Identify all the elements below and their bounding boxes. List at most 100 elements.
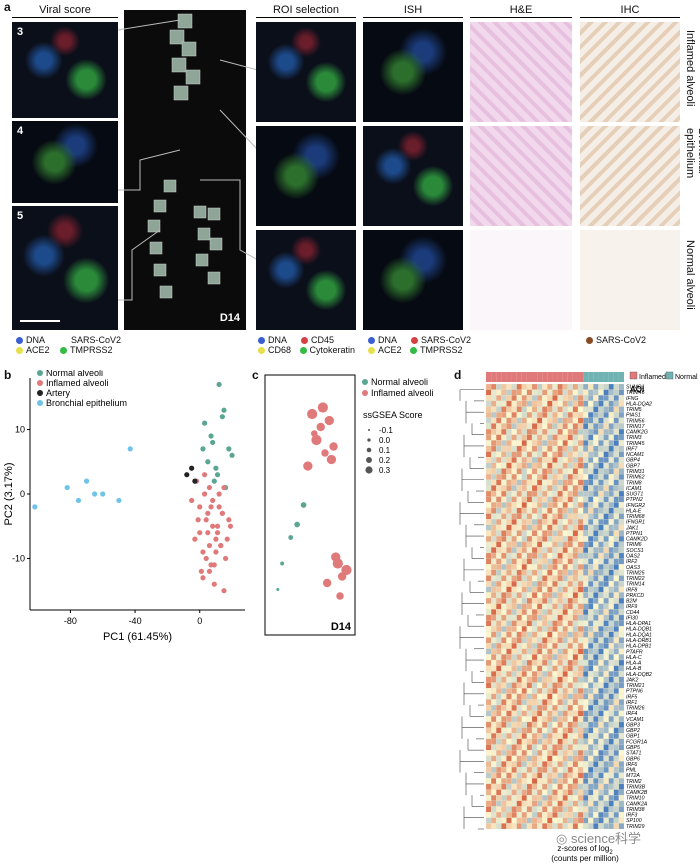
heatmap-cell — [526, 704, 533, 711]
heatmap-cell — [537, 524, 543, 531]
heatmap-cell — [516, 800, 522, 807]
heatmap-cell — [603, 564, 609, 570]
heatmap-cell — [567, 496, 573, 503]
heatmap-cell — [511, 507, 517, 514]
panel-c-letter: c — [252, 368, 259, 382]
heatmap-cell — [506, 474, 512, 480]
heatmap-cell — [531, 490, 538, 497]
heatmap-cell — [516, 389, 522, 396]
heatmap-cell — [537, 513, 543, 520]
heatmap-cell — [618, 620, 625, 627]
heatmap-cell — [501, 389, 507, 396]
heatmap-cell — [531, 631, 538, 638]
data-point — [221, 588, 227, 594]
heatmap-cell — [608, 586, 614, 593]
heatmap-cell — [562, 400, 568, 407]
heatmap-cell — [577, 789, 584, 796]
heatmap-cell — [542, 395, 548, 401]
heatmap-cell — [506, 502, 512, 509]
heatmap-cell — [552, 490, 558, 497]
data-point — [227, 523, 234, 529]
heatmap-cell — [501, 766, 507, 773]
heatmap-cell — [608, 755, 614, 762]
heatmap-cell — [511, 485, 517, 492]
heatmap-cell — [593, 541, 599, 548]
heatmap-cell — [593, 417, 599, 424]
heatmap-cell — [511, 592, 517, 599]
heatmap-cell — [572, 659, 579, 666]
heatmap-cell — [542, 704, 548, 711]
row-label-inflamed: Inflamed alveoli — [684, 30, 696, 107]
heatmap-cell — [613, 609, 619, 616]
heatmap-cell — [526, 733, 533, 739]
heatmap-cell — [542, 524, 548, 531]
heatmap-cell — [593, 564, 599, 570]
heatmap-cell — [562, 766, 568, 773]
heatmap-cell — [567, 693, 573, 700]
heatmap-cell — [511, 766, 517, 773]
heatmap-cell — [608, 592, 614, 599]
heatmap-cell — [552, 547, 558, 554]
heatmap-cell — [485, 440, 492, 447]
heatmap-cell — [613, 547, 619, 554]
heatmap-cell — [547, 406, 553, 413]
heatmap-cell — [588, 468, 594, 475]
data-point — [203, 517, 209, 523]
heatmap-cell — [531, 637, 538, 644]
heatmap-cell — [491, 445, 497, 452]
heatmap-cell — [501, 643, 507, 649]
heatmap-cell — [552, 806, 558, 813]
heatmap-cell — [593, 744, 599, 751]
heatmap-cell — [547, 614, 553, 621]
heatmap-cell — [485, 412, 492, 418]
heatmap-cell — [511, 704, 517, 711]
heatmap-cell — [547, 389, 553, 396]
heatmap-cell — [613, 682, 619, 689]
heatmap-cell — [583, 530, 589, 537]
heatmap-cell — [567, 592, 573, 599]
heatmap-cell — [542, 733, 548, 739]
heatmap-cell — [547, 817, 553, 824]
heatmap-cell — [521, 479, 527, 486]
heatmap-cell — [608, 682, 614, 689]
heatmap-cell — [603, 800, 609, 807]
heatmap-cell — [613, 417, 619, 424]
heatmap-cell — [593, 659, 599, 666]
heatmap-cell — [567, 558, 573, 565]
heatmap-cell — [531, 806, 538, 813]
heatmap-cell — [552, 609, 558, 616]
size-legend-label: 0.1 — [379, 446, 391, 455]
heatmap-cell — [577, 524, 584, 531]
heatmap-cell — [608, 704, 614, 711]
heatmap-cell — [537, 479, 543, 486]
heatmap-cell — [598, 688, 604, 694]
heatmap-cell — [537, 603, 543, 610]
heatmap-cell — [547, 451, 553, 458]
heatmap-cell — [583, 654, 589, 661]
heatmap-cell — [485, 823, 492, 830]
heatmap-cell — [588, 817, 594, 824]
heatmap-cell — [572, 626, 579, 632]
heatmap-cell — [577, 383, 584, 390]
heatmap-cell — [593, 423, 599, 430]
heatmap-cell — [583, 721, 589, 728]
heatmap-cell — [542, 496, 548, 503]
heatmap-cell — [542, 462, 548, 469]
heatmap-cell — [521, 468, 527, 475]
heatmap-cell — [567, 395, 573, 401]
heatmap-cell — [531, 750, 538, 756]
heatmap-cell — [506, 783, 512, 790]
heatmap-cell — [521, 699, 527, 706]
heatmap-cell — [603, 507, 609, 514]
heatmap-cell — [567, 507, 573, 514]
heatmap-cell — [603, 795, 609, 801]
heatmap-cell — [547, 569, 553, 576]
gene-label: HLA-DRB1 — [626, 638, 652, 644]
heatmap-cell — [552, 496, 558, 503]
heatmap-cell — [583, 614, 589, 621]
heatmap-cell — [613, 389, 619, 396]
heatmap-cell — [557, 783, 563, 790]
heatmap-cell — [577, 417, 584, 424]
size-legend-marker — [367, 438, 371, 442]
heatmap-cell — [531, 789, 538, 796]
